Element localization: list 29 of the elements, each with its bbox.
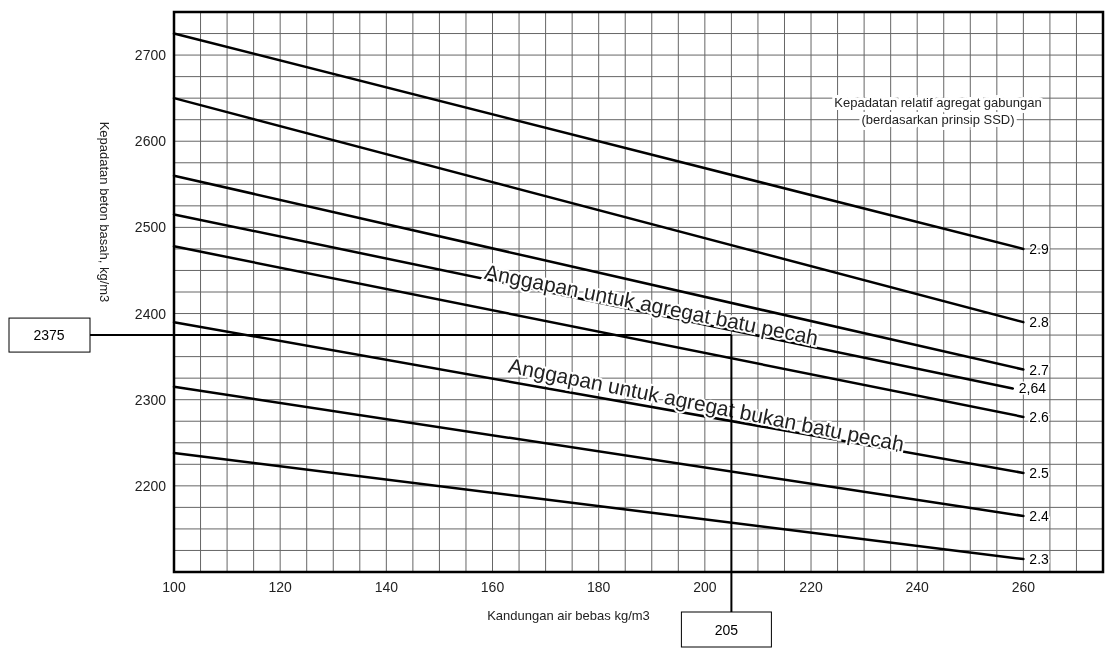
y-tick-label: 2600 <box>134 133 167 150</box>
series-label: 2.6 <box>1029 408 1050 425</box>
ref-line-label: 2375 <box>33 327 65 344</box>
x-tick-label: 120 <box>268 579 293 595</box>
x-tick-label: 100 <box>162 579 186 595</box>
x-axis-title: Kandungan air bebas kg/m3 <box>487 608 650 623</box>
y-tick-label: 2200 <box>134 477 167 494</box>
x-tick-label: 220 <box>799 579 823 595</box>
series-label: 2.8 <box>1029 314 1050 331</box>
y-tick-label: 2300 <box>134 391 167 408</box>
x-tick-label: 160 <box>480 579 505 595</box>
x-tick-label: 240 <box>905 579 930 595</box>
series-label: 2.3 <box>1029 551 1050 568</box>
x-tick-label: 200 <box>693 579 717 595</box>
x-tick-label: 180 <box>587 579 611 595</box>
y-tick-label: 2700 <box>134 47 167 64</box>
series-label: 2,64 <box>1018 380 1047 397</box>
series-label: 2.4 <box>1029 508 1050 524</box>
annotation: Anggapan untuk agregat bukan batu pecah <box>506 353 907 456</box>
x-tick-label: 140 <box>374 579 399 595</box>
series-label: 2.5 <box>1029 464 1050 481</box>
series-label: 2.7 <box>1029 361 1050 378</box>
series-label: 2.9 <box>1029 240 1050 257</box>
ref-line-label: 205 <box>714 622 739 638</box>
y-tick-label: 2500 <box>134 219 167 236</box>
y-axis-title: Kepadatan beton basah, kg/m3 <box>97 121 112 303</box>
annotation: Anggapan untuk agregat batu pecah <box>482 259 821 350</box>
y-tick-label: 2400 <box>134 305 167 322</box>
x-tick-label: 260 <box>1011 579 1036 595</box>
